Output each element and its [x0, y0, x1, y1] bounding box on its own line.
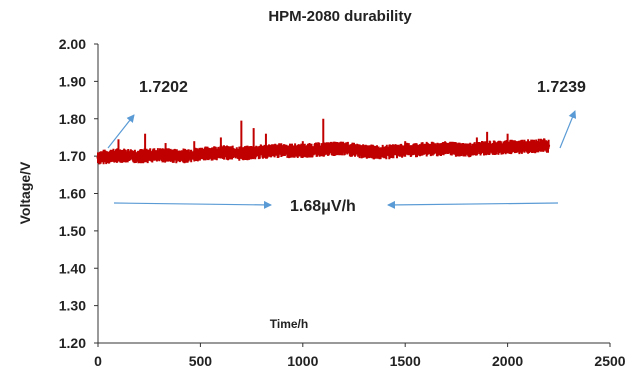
annotations: 1.7202 1.7239 1.68μV/h [107, 79, 586, 215]
y-tick-label: 1.80 [59, 111, 86, 127]
start-value-arrow [107, 114, 135, 149]
y-axis-ticks: 1.20 1.30 1.40 1.50 1.60 1.70 1.80 1.90 2.00 [59, 36, 98, 351]
y-tick-label: 1.20 [59, 335, 86, 351]
x-tick-label: 1500 [390, 353, 421, 369]
y-tick-label: 2.00 [59, 36, 86, 52]
series-point [137, 154, 141, 158]
end-value-annotation: 1.7239 [537, 79, 586, 96]
series-point [96, 156, 100, 160]
y-tick-label: 1.30 [59, 298, 86, 314]
rate-annotation: 1.68μV/h [290, 198, 356, 215]
series-point [342, 147, 346, 151]
series-point [383, 150, 387, 154]
chart-title: HPM-2080 durability [268, 8, 412, 25]
series-point [280, 149, 284, 152]
x-tick-label: 500 [189, 353, 213, 369]
y-tick-label: 1.40 [59, 260, 86, 276]
x-axis-ticks: 0 500 1000 1500 2000 2500 [94, 343, 626, 369]
x-tick-label: 0 [94, 353, 102, 369]
y-tick-label: 1.70 [59, 148, 86, 164]
x-tick-label: 2500 [594, 353, 625, 369]
series-point [547, 144, 551, 148]
series-point [260, 150, 264, 154]
series-point [444, 147, 448, 151]
series-point [157, 153, 161, 157]
series-point [178, 154, 182, 158]
x-tick-label: 1000 [287, 353, 318, 369]
end-value-arrow [559, 110, 577, 149]
rate-arrow-left [113, 200, 272, 209]
series-point [424, 147, 428, 151]
y-tick-label: 1.50 [59, 223, 86, 239]
rate-arrow-right [387, 200, 559, 209]
y-tick-label: 1.60 [59, 186, 86, 202]
x-axis-label: Time/h [270, 317, 308, 331]
series-point [198, 152, 202, 156]
series-group [96, 118, 551, 165]
y-axis-label: Voltage/V [17, 161, 33, 224]
series-point [465, 148, 469, 152]
series-point [362, 150, 366, 154]
start-value-annotation: 1.7202 [139, 79, 188, 96]
x-tick-label: 2000 [492, 353, 523, 369]
y-tick-label: 1.90 [59, 73, 86, 89]
